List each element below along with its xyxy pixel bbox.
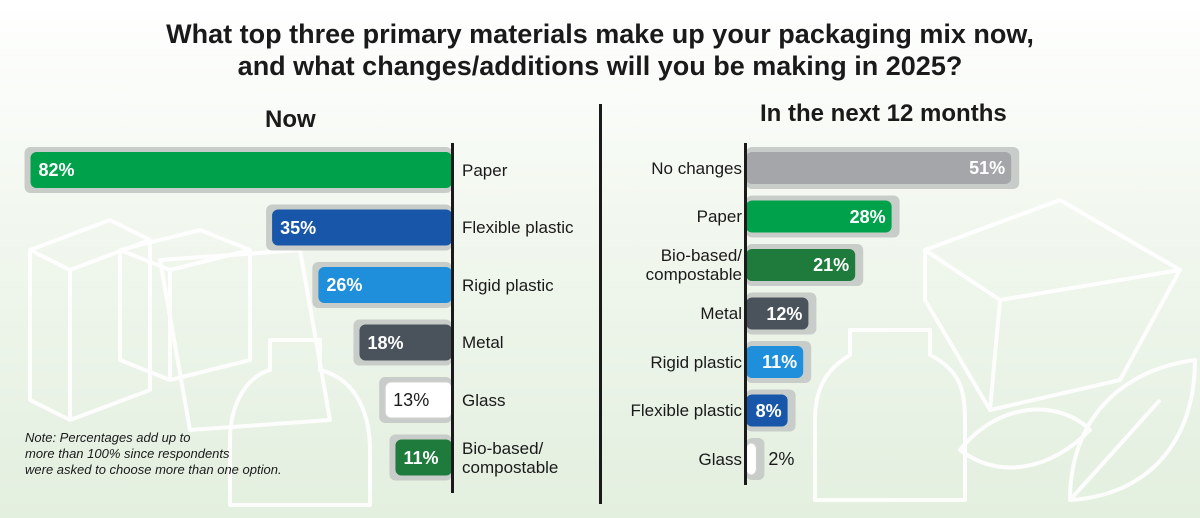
now-bar-value-label: 11%	[403, 447, 439, 468]
next-category-label-line: No changes	[651, 158, 742, 178]
next-bar-value-label: 28%	[849, 206, 886, 227]
now-bar-value-label: 13%	[393, 390, 430, 410]
next-category-label-line: compostable	[645, 265, 742, 284]
now-category-label-line: compostable	[462, 457, 559, 477]
title-line-2: and what changes/additions will you be m…	[237, 51, 963, 81]
now-bar-value-label: 82%	[38, 160, 75, 180]
next-category-label-line: Rigid plastic	[650, 352, 742, 372]
now-category-label-line: Rigid plastic	[462, 275, 554, 295]
footnote-line-2: more than 100% since respondents	[25, 446, 230, 461]
next-bar-value-label: 2%	[768, 449, 795, 469]
now-category-label-line: Glass	[462, 390, 506, 410]
now-category-label: Metal	[462, 333, 504, 352]
next-category-label-line: Paper	[696, 207, 742, 226]
next-bar-value-label: 8%	[755, 400, 782, 421]
now-bar-value-label: 18%	[367, 332, 404, 353]
next-bar	[746, 297, 809, 330]
next-category-label: No changes	[651, 159, 742, 178]
next-category-label: Paper	[697, 207, 742, 226]
footnote-line-3: were asked to choose more than one optio…	[25, 462, 282, 477]
tray-illustration	[923, 198, 1182, 412]
bottle-illustration	[228, 338, 372, 507]
next-bar	[746, 249, 856, 281]
now-bar	[395, 439, 452, 476]
pouch-illustration	[158, 248, 332, 432]
next-bar	[746, 394, 788, 427]
jar-illustration	[813, 328, 967, 502]
now-bar-value-label: 35%	[280, 217, 317, 238]
footnote: Note: Percentages add up to more than 10…	[25, 430, 282, 478]
next-category-label-line: Flexible plastic	[630, 401, 743, 420]
now-bar	[359, 324, 452, 361]
next-bar	[746, 200, 892, 233]
next-category-label-line: Metal	[700, 304, 742, 323]
next-category-label: Bio-based/compostable	[646, 246, 742, 284]
next-bar-value-label: 11%	[762, 352, 798, 372]
now-category-label: Bio-based/compostable	[462, 439, 558, 477]
next-category-label-line: Glass	[698, 449, 742, 469]
now-panel-title: Now	[265, 106, 316, 133]
now-bar	[272, 209, 452, 246]
now-bar-value-label: 26%	[326, 275, 363, 295]
now-bar	[318, 267, 452, 303]
now-category-label-line: Flexible plastic	[462, 218, 574, 237]
next-bar	[746, 152, 1012, 184]
now-category-label-line: Paper	[462, 160, 508, 180]
next-category-label: Rigid plastic	[650, 353, 742, 372]
next-category-label-line: Bio-based/	[660, 246, 742, 265]
panel-divider	[599, 104, 602, 504]
footnote-line-1: Note: Percentages add up to	[25, 430, 191, 445]
next-bar-value-label: 21%	[813, 255, 850, 275]
now-category-label: Paper	[462, 161, 507, 180]
title-line-1: What top three primary materials make up…	[166, 19, 1034, 49]
leaf-illustration-small	[958, 407, 1092, 470]
now-bar	[30, 152, 453, 188]
now-category-label-line: Bio-based/	[462, 438, 544, 458]
next-category-label: Glass	[699, 450, 742, 469]
next-category-label: Flexible plastic	[631, 401, 743, 420]
next-bar	[746, 346, 804, 378]
next-bar-value-label: 12%	[766, 303, 803, 324]
now-category-label-line: Metal	[462, 333, 504, 352]
chart-title: What top three primary materials make up…	[0, 18, 1200, 82]
next-axis-line	[744, 143, 747, 485]
now-category-label: Rigid plastic	[462, 276, 554, 295]
next-bar	[745, 442, 757, 476]
now-category-label: Flexible plastic	[462, 218, 574, 237]
next-category-label: Metal	[700, 304, 742, 323]
now-axis-line	[451, 143, 454, 493]
next-panel-title: In the next 12 months	[760, 100, 1007, 127]
now-category-label: Glass	[462, 391, 505, 410]
next-bar-value-label: 51%	[969, 158, 1006, 178]
